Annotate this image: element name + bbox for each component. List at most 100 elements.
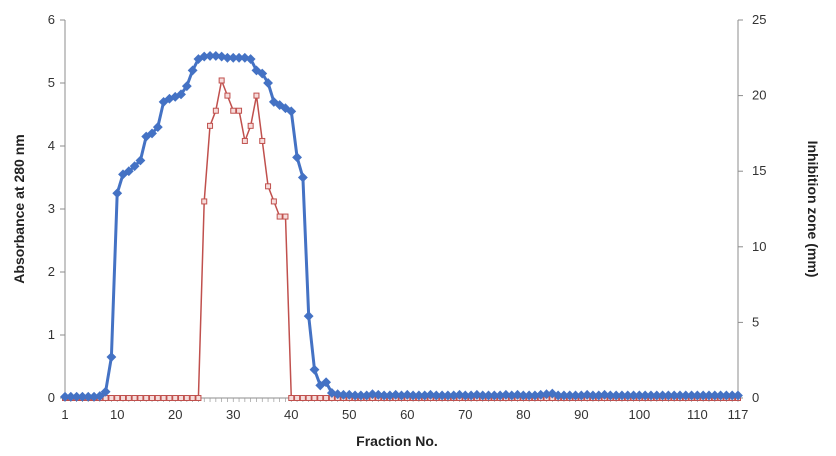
data-point bbox=[270, 198, 277, 205]
data-point bbox=[195, 395, 202, 401]
series-right bbox=[62, 77, 741, 401]
data-point bbox=[323, 395, 330, 401]
data-point bbox=[311, 395, 318, 401]
data-point bbox=[112, 188, 123, 199]
data-point bbox=[94, 391, 105, 402]
data-point bbox=[120, 395, 127, 401]
left-tick-label: 3 bbox=[48, 201, 55, 216]
data-point bbox=[321, 377, 332, 388]
data-point bbox=[297, 172, 308, 183]
data-point bbox=[512, 389, 523, 400]
data-point bbox=[282, 213, 289, 220]
x-tick-label: 1 bbox=[61, 407, 68, 422]
data-point bbox=[152, 122, 163, 133]
data-point bbox=[147, 128, 157, 139]
left-axis-title: Absorbance at 280 nm bbox=[11, 134, 27, 283]
data-point bbox=[236, 107, 243, 114]
data-point bbox=[247, 122, 254, 129]
data-point bbox=[137, 395, 144, 401]
data-point bbox=[309, 364, 320, 375]
data-point bbox=[253, 92, 260, 99]
data-point bbox=[187, 65, 198, 76]
right-tick-label: 5 bbox=[752, 314, 759, 329]
data-point bbox=[183, 395, 190, 401]
data-point bbox=[305, 395, 312, 401]
right-tick-label: 15 bbox=[752, 163, 766, 178]
left-tick-label: 0 bbox=[48, 390, 55, 405]
data-point bbox=[733, 390, 743, 401]
right-axis-title: Inhibition zone (mm) bbox=[805, 141, 821, 278]
x-tick-label: 20 bbox=[168, 407, 182, 422]
data-point bbox=[286, 106, 297, 117]
data-point bbox=[149, 395, 156, 401]
x-tick-label: 50 bbox=[342, 407, 356, 422]
data-point bbox=[218, 77, 225, 84]
right-tick-label: 0 bbox=[752, 390, 759, 405]
data-point bbox=[123, 166, 134, 177]
x-tick-label: 30 bbox=[226, 407, 240, 422]
data-point bbox=[373, 389, 384, 400]
data-point bbox=[288, 395, 295, 401]
data-point bbox=[108, 395, 115, 401]
data-point bbox=[207, 122, 214, 129]
data-point bbox=[154, 395, 161, 401]
data-point bbox=[176, 89, 186, 100]
x-tick-label: 100 bbox=[629, 407, 651, 422]
data-point bbox=[263, 78, 273, 88]
data-point bbox=[390, 389, 401, 400]
series-line bbox=[65, 54, 738, 399]
right-tick-label: 25 bbox=[752, 12, 766, 27]
x-tick-label: 70 bbox=[458, 407, 472, 422]
data-point bbox=[344, 389, 355, 400]
data-point bbox=[501, 389, 511, 400]
x-tick-label: 40 bbox=[284, 407, 298, 422]
data-point bbox=[299, 395, 306, 401]
data-point bbox=[265, 183, 272, 190]
data-point bbox=[181, 81, 192, 92]
data-point bbox=[402, 389, 413, 400]
left-tick-label: 1 bbox=[48, 327, 55, 342]
data-point bbox=[125, 395, 132, 401]
right-tick-label: 20 bbox=[752, 88, 766, 103]
data-point bbox=[210, 50, 221, 61]
series-layer bbox=[60, 50, 743, 402]
labels: Fraction No. Absorbance at 280 nm Inhibi… bbox=[11, 134, 821, 449]
data-point bbox=[100, 386, 111, 397]
data-point bbox=[276, 213, 283, 220]
data-point bbox=[131, 395, 138, 401]
data-point bbox=[135, 155, 146, 166]
data-point bbox=[224, 92, 231, 99]
data-point bbox=[212, 107, 219, 114]
data-point bbox=[245, 54, 256, 64]
left-tick-label: 6 bbox=[48, 12, 55, 27]
x-tick-label: 90 bbox=[574, 407, 588, 422]
data-point bbox=[160, 395, 167, 401]
data-point bbox=[230, 107, 237, 114]
x-tick-label: 110 bbox=[687, 407, 708, 422]
data-point bbox=[303, 311, 314, 322]
data-point bbox=[178, 395, 185, 401]
data-point bbox=[189, 395, 196, 401]
data-point bbox=[599, 389, 610, 400]
left-tick-label: 4 bbox=[48, 138, 55, 153]
data-point bbox=[257, 68, 268, 79]
x-tick-label: 10 bbox=[110, 407, 124, 422]
right-tick-label: 10 bbox=[752, 239, 766, 254]
data-point bbox=[332, 389, 343, 400]
data-point bbox=[106, 352, 117, 362]
data-point bbox=[241, 137, 248, 144]
series-left bbox=[60, 50, 743, 402]
data-point bbox=[367, 389, 378, 400]
left-tick-label: 5 bbox=[48, 75, 55, 90]
data-point bbox=[129, 161, 140, 172]
data-point bbox=[582, 389, 593, 400]
data-point bbox=[292, 152, 302, 163]
data-point bbox=[425, 389, 436, 400]
data-point bbox=[294, 395, 301, 401]
x-tick-label: 80 bbox=[516, 407, 530, 422]
data-point bbox=[114, 395, 121, 401]
data-point bbox=[143, 395, 150, 401]
x-tick-label: 60 bbox=[400, 407, 414, 422]
